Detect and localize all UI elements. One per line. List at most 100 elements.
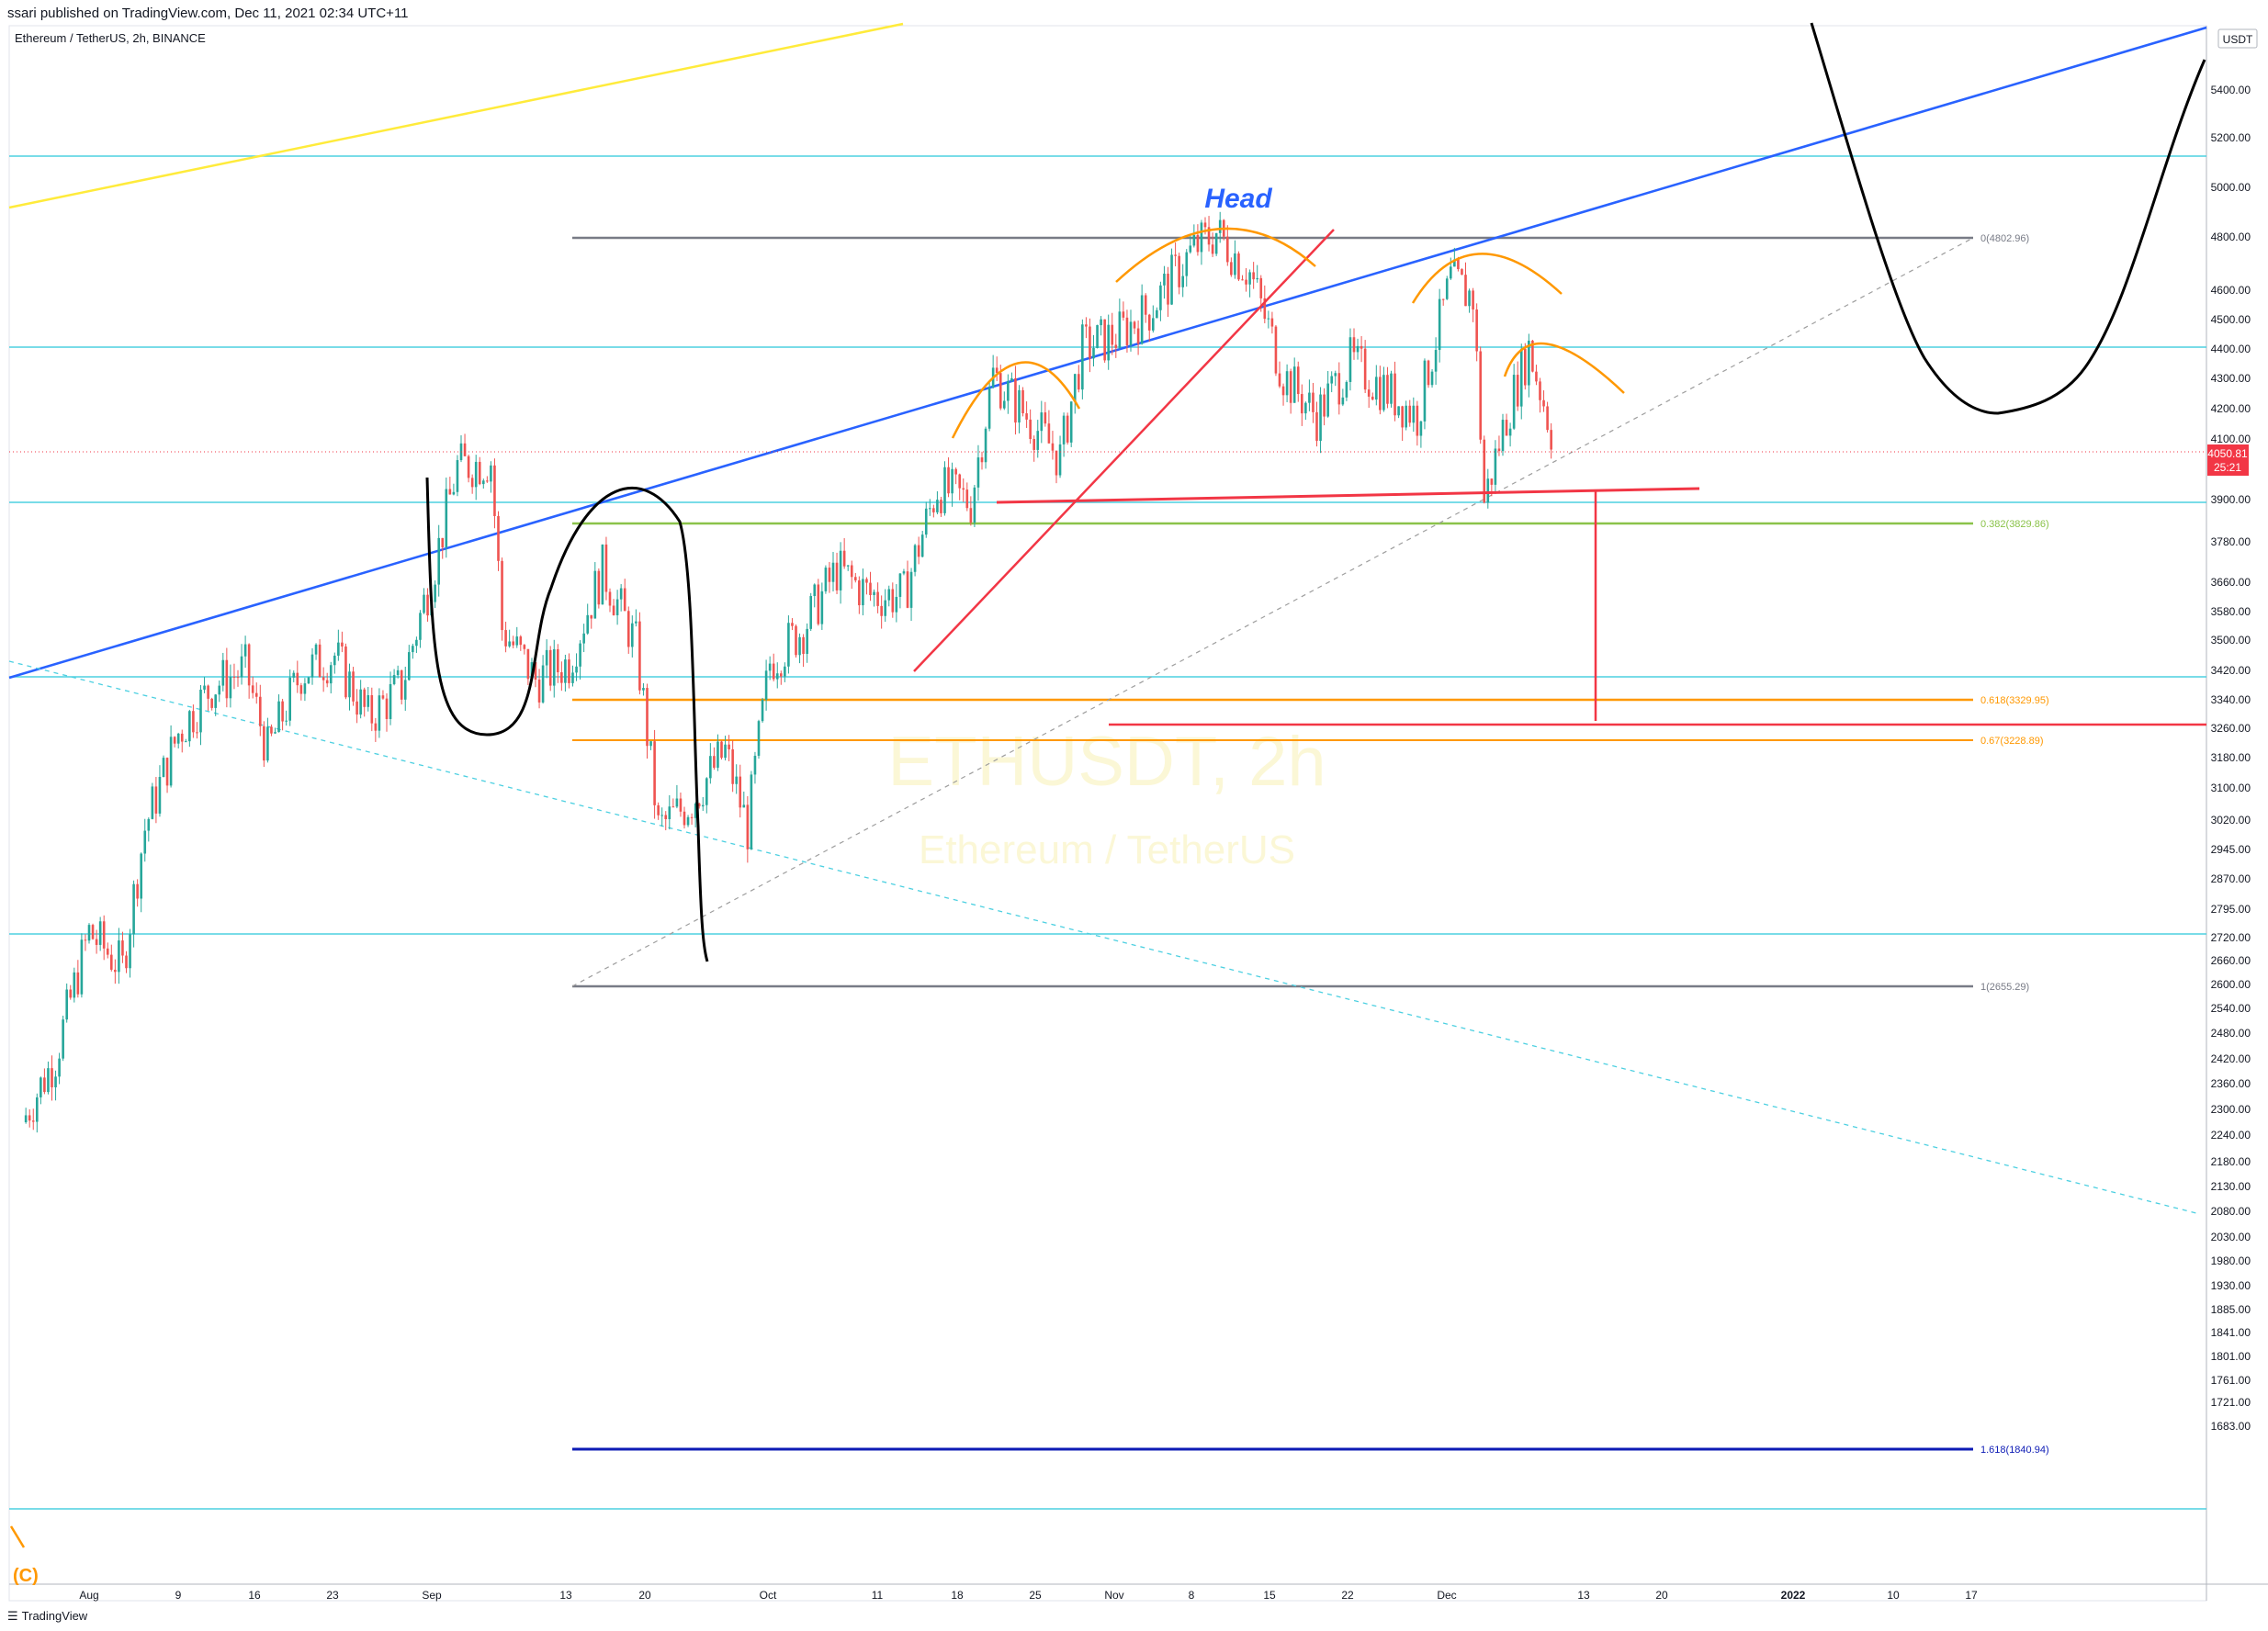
candle-body — [1156, 309, 1158, 319]
candle-body — [337, 642, 340, 656]
candle-body — [713, 756, 716, 768]
candle-body — [1147, 314, 1151, 331]
price-tick-label: 4200.00 — [2211, 402, 2251, 415]
wave-marker — [9, 1525, 26, 1548]
freehand-curves[interactable] — [425, 22, 2206, 962]
candle-body — [1267, 318, 1270, 320]
candle-body — [653, 741, 656, 805]
candle-body — [259, 696, 262, 726]
right-shoulder-arc-2[interactable] — [1503, 342, 1625, 394]
candle-body — [84, 939, 87, 941]
candle-body — [1494, 448, 1497, 485]
candle-body — [1379, 377, 1382, 411]
cup-curve-right[interactable] — [1810, 22, 2206, 415]
candle-body — [1505, 420, 1508, 436]
candle-body — [508, 641, 511, 647]
currency-badge[interactable] — [2217, 28, 2258, 49]
pattern-arcs[interactable] — [951, 227, 1625, 439]
cup-curve-left[interactable] — [425, 477, 709, 962]
candle-body — [121, 940, 124, 956]
candle-body — [65, 989, 68, 1020]
candle-body — [28, 1115, 31, 1121]
head-arc[interactable] — [1115, 227, 1316, 283]
candle-body — [180, 733, 184, 742]
candle-body — [303, 683, 307, 694]
candle-body — [329, 665, 333, 684]
candle-body — [936, 500, 939, 512]
candle-body — [43, 1077, 46, 1093]
chart-header: ssari published on TradingView.com, Dec … — [0, 0, 2268, 26]
candle-body — [355, 701, 358, 715]
price-tick-label: 3580.00 — [2211, 605, 2251, 618]
candle-body — [913, 545, 917, 572]
candle-body — [906, 571, 909, 608]
time-axis[interactable]: Aug 9 16 23 Sep 13 20 Oct 11 18 25 Nov 8 15 22 Dec 13 20 2… — [79, 1589, 1978, 1602]
candle-body — [470, 478, 474, 488]
candle-body — [456, 460, 459, 492]
candle-body — [423, 594, 425, 613]
candle-body — [842, 550, 846, 567]
candle-body — [192, 711, 195, 733]
last-price-tag — [2207, 444, 2249, 476]
symbol-title: Ethereum / TetherUS, 2h, BINANCE — [15, 31, 206, 45]
price-tick-label: 4800.00 — [2211, 231, 2251, 243]
candle-body — [806, 628, 808, 655]
candle-body — [1133, 321, 1136, 329]
candle-body — [39, 1077, 42, 1097]
neckline[interactable] — [996, 487, 1700, 504]
candle-body — [214, 694, 217, 708]
candle-body — [344, 646, 347, 698]
candle-body — [1274, 326, 1278, 374]
candle-body — [1203, 222, 1207, 228]
candle-body — [285, 720, 288, 722]
candle-body — [1114, 344, 1118, 348]
candle-body — [742, 804, 746, 808]
candle-body — [1263, 298, 1267, 320]
candle-body — [902, 571, 906, 574]
candle-body — [757, 721, 761, 756]
right-shoulder-arc-1[interactable] — [1411, 253, 1563, 304]
candle-body — [835, 562, 839, 591]
price-tick-label: 2300.00 — [2211, 1103, 2251, 1116]
candle-body — [333, 655, 336, 666]
neckline-drawing[interactable] — [913, 229, 2206, 726]
candle-body — [784, 666, 786, 677]
fib-retracement[interactable] — [571, 236, 1974, 1451]
candle-body — [586, 614, 589, 634]
candle-body — [1007, 380, 1010, 401]
candle-body — [1516, 375, 1519, 407]
candle-body — [1163, 273, 1166, 286]
candle-body — [1021, 389, 1024, 414]
uptrend-support-line[interactable] — [913, 229, 1335, 672]
yellow-trendline[interactable] — [8, 22, 904, 209]
candle-body — [1189, 245, 1192, 253]
candle-body — [1051, 443, 1055, 451]
brand-name: TradingView — [21, 1609, 88, 1623]
price-tick-label: 5400.00 — [2211, 84, 2251, 96]
candle-body — [631, 623, 634, 647]
candle-body — [299, 685, 303, 694]
candle-body — [162, 758, 165, 777]
candle-body — [854, 577, 857, 580]
candle-body — [1397, 406, 1400, 416]
candle-body — [1055, 450, 1058, 476]
candle-body — [1308, 392, 1311, 403]
candle-body — [828, 568, 831, 582]
candle-body — [54, 1076, 57, 1088]
tradingview-branding[interactable]: ☰ TradingView — [7, 1609, 87, 1624]
candle-body — [999, 373, 1002, 409]
left-shoulder-arc[interactable] — [951, 361, 1081, 439]
candle-body — [1248, 272, 1251, 285]
price-axis[interactable]: 5400.00 5200.00 5000.00 4800.00 4600.00 4500.… — [2211, 84, 2251, 1433]
candle-body — [965, 489, 969, 509]
candle-body — [207, 685, 209, 699]
candle-body — [519, 636, 523, 646]
candle-body — [385, 698, 389, 719]
candle-body — [839, 550, 842, 591]
candle-body — [147, 818, 151, 831]
candle-body — [895, 596, 898, 613]
candle-body — [1352, 337, 1356, 353]
candle-body — [858, 579, 861, 606]
candle-body — [1304, 402, 1307, 414]
